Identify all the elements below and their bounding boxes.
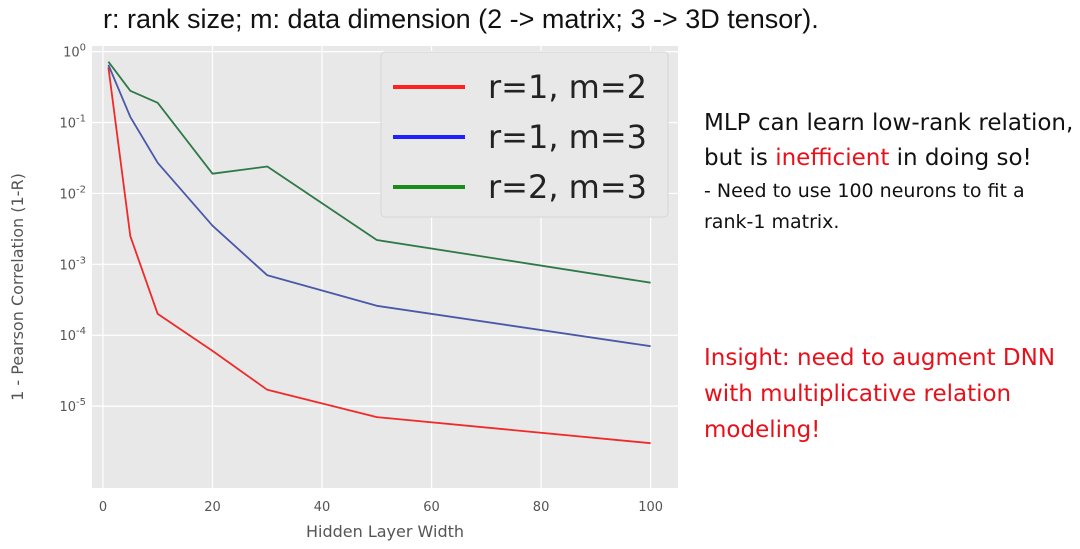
- y-tick-label: 10-4: [59, 326, 86, 344]
- x-tick-label: 0: [99, 500, 107, 515]
- y-tick-label: 100: [63, 43, 86, 61]
- series-line-2: [107, 64, 651, 348]
- y-tick-label: 10-3: [59, 255, 86, 273]
- x-tick-label: 40: [314, 500, 331, 515]
- note-text-after: in doing so!: [889, 145, 1032, 171]
- y-tick-label: 10-5: [59, 397, 86, 415]
- y-tick-label: 10-2: [59, 184, 86, 202]
- x-tick-label: 20: [204, 500, 221, 515]
- note-line-1: MLP can learn low-rank relation, but is …: [704, 106, 1076, 176]
- insight-text: Insight: need to augment DNN with multip…: [704, 345, 1056, 443]
- legend-label-1: r=1, m=2: [488, 68, 647, 106]
- y-tick-label: 10-1: [59, 114, 86, 132]
- chart: 0 20 40 60 80 100 100 10-1 10-2 10-3 10-4 10-5 Hid…: [8, 43, 678, 541]
- series-lines: [107, 61, 651, 445]
- x-tick-label: 80: [533, 500, 550, 515]
- series-line-1: [107, 67, 651, 445]
- legend-label-3: r=2, m=3: [488, 168, 647, 206]
- x-axis-label: Hidden Layer Width: [306, 522, 464, 541]
- series-line-3: [107, 61, 651, 284]
- note-text-before: MLP can learn low-rank relation, but is: [704, 110, 1074, 171]
- notes-panel: MLP can learn low-rank relation, but is …: [704, 106, 1076, 238]
- legend-box: [380, 51, 669, 218]
- y-axis-label: 1 - Pearson Correlation (1-R): [8, 173, 27, 401]
- x-tick-labels: 0 20 40 60 80 100: [99, 500, 663, 515]
- note-highlight: inefficient: [775, 145, 890, 171]
- note-line-2: - Need to use 100 neurons to fit a rank-…: [704, 180, 1025, 233]
- x-tick-label: 60: [423, 500, 440, 515]
- slide-title: r: rank size; m: data dimension (2 -> ma…: [103, 4, 819, 34]
- x-tick-label: 100: [638, 500, 663, 515]
- y-tick-labels: 100 10-1 10-2 10-3 10-4 10-5: [59, 43, 86, 416]
- legend-label-2: r=1, m=3: [488, 118, 647, 156]
- legend: r=1, m=2 r=1, m=3 r=2, m=3: [380, 51, 669, 218]
